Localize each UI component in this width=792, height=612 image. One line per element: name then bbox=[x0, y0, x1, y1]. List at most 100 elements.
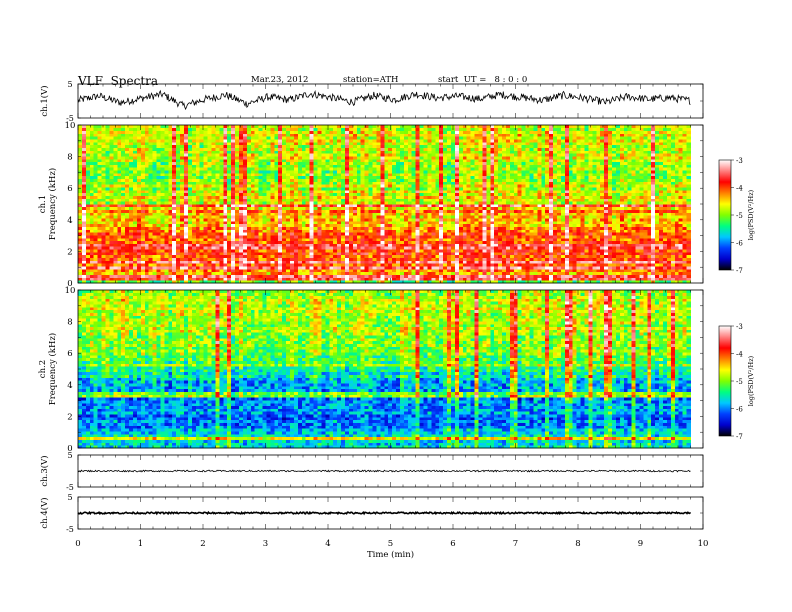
ch1-spectrogram-cell bbox=[655, 240, 660, 244]
ch1-spectrogram-cell bbox=[168, 274, 173, 278]
ch1-spectrogram-cell bbox=[254, 271, 260, 275]
ch1-spectrogram-cell bbox=[360, 257, 366, 261]
ch1-spectrogram-cell bbox=[203, 260, 208, 264]
ch1-spectrogram-cell bbox=[207, 274, 212, 278]
ch1-spectrogram-cell bbox=[266, 212, 271, 216]
ch1-spectrogram-cell bbox=[415, 254, 420, 259]
ch1-spectrogram-cell bbox=[337, 246, 342, 250]
ch1-spectrogram-cell bbox=[172, 209, 177, 213]
ch1-spectrogram-cell bbox=[136, 268, 142, 273]
ch1-spectrogram-cell bbox=[615, 240, 621, 244]
ch1-spectrogram-cell bbox=[568, 235, 574, 239]
ch1-spectrogram-cell bbox=[670, 266, 676, 270]
ch1-spectrogram-cell bbox=[678, 226, 684, 230]
ch1-spectrogram-cell bbox=[191, 235, 197, 239]
ch1-spectrogram-cell bbox=[564, 204, 570, 208]
ch1-spectrogram-cell bbox=[545, 212, 550, 216]
ch1-spectrogram-cell bbox=[364, 277, 369, 281]
ch1-spectrogram-cell bbox=[290, 204, 295, 208]
ch1-spectrogram-cell bbox=[235, 274, 240, 278]
ch1-spectrogram-cell bbox=[580, 215, 585, 219]
ch1-spectrogram-cell bbox=[576, 226, 581, 230]
ch1-spectrogram-cell bbox=[521, 229, 526, 233]
ch1-spectrogram-cell bbox=[85, 201, 91, 205]
ch1-spectrogram-cell bbox=[399, 274, 405, 278]
ch1-spectrogram-cell bbox=[219, 232, 224, 236]
ch1-spectrogram-cell bbox=[596, 257, 601, 261]
ch1-spectrogram-cell bbox=[631, 280, 636, 284]
ch1-spectrogram-cell bbox=[666, 229, 672, 233]
ch1-spectrogram-cell bbox=[258, 260, 263, 264]
ch1-spectrogram-cell bbox=[576, 249, 581, 253]
ch1-spectrogram-cell bbox=[136, 274, 142, 278]
ch1-spectrogram-cell bbox=[203, 254, 208, 259]
ch1-spectrogram-cell bbox=[631, 204, 636, 208]
ch1-spectrogram-cell bbox=[317, 277, 322, 281]
ch1-spectrogram-cell bbox=[478, 220, 483, 225]
ch1-spectrogram-cell bbox=[176, 254, 181, 259]
ch1-spectrogram-cell bbox=[376, 274, 381, 278]
ch1-spectrogram-cell bbox=[537, 280, 542, 284]
ch1-spectrogram-cell bbox=[470, 218, 475, 222]
ch1-spectrogram-cell bbox=[674, 215, 680, 219]
ch1-spectrogram-cell bbox=[309, 277, 314, 281]
ch1-spectrogram-cell bbox=[615, 201, 621, 205]
ch1-spectrogram-cell bbox=[631, 229, 636, 233]
ch1-spectrogram-cell bbox=[297, 198, 303, 202]
ch1-spectrogram-cell bbox=[631, 218, 636, 222]
ch1-spectrogram-cell bbox=[160, 198, 165, 202]
ch1-spectrogram-cell bbox=[180, 266, 185, 270]
ch1-spectrogram-cell bbox=[584, 266, 589, 270]
ch1-spectrogram-cell bbox=[521, 240, 526, 244]
ch1-spectrogram-cell bbox=[682, 271, 687, 275]
ch1-spectrogram-cell bbox=[125, 263, 130, 267]
ch1-spectrogram-cell bbox=[297, 243, 303, 247]
y-tick-label: -5 bbox=[66, 114, 74, 123]
ch1-spectrogram-cell bbox=[663, 235, 668, 239]
ch1-spectrogram-cell bbox=[549, 266, 554, 270]
ch1-spectrogram-cell bbox=[580, 226, 585, 230]
ch1-spectrogram-cell bbox=[568, 249, 574, 253]
ch1-spectrogram-cell bbox=[97, 206, 102, 211]
ch1-spectrogram-cell bbox=[537, 277, 542, 281]
ch1-spectrogram-cell bbox=[643, 257, 648, 261]
ch1-spectrogram-cell bbox=[93, 240, 99, 244]
ch1-spectrogram-cell bbox=[521, 251, 526, 256]
ch1-spectrogram-cell bbox=[290, 271, 295, 275]
ch1-spectrogram-cell bbox=[443, 198, 448, 202]
ch1-spectrogram-cell bbox=[568, 201, 574, 205]
ch1-spectrogram-cell bbox=[388, 249, 393, 253]
ch1-spectrogram-cell bbox=[156, 195, 161, 199]
ch1-spectrogram-cell bbox=[187, 274, 193, 278]
ch1-spectrogram-cell bbox=[329, 260, 334, 264]
ch1-spectrogram-cell bbox=[293, 229, 299, 233]
ch1-spectrogram-cell bbox=[235, 195, 240, 199]
ch1-spectrogram-cell bbox=[537, 251, 542, 256]
ch1-spectrogram-cell bbox=[596, 209, 601, 213]
ch1-spectrogram-cell bbox=[521, 274, 526, 278]
ch1-spectrogram-cell bbox=[423, 229, 428, 233]
ch1-spectrogram-cell bbox=[553, 223, 558, 227]
ch1-spectrogram-cell bbox=[403, 212, 409, 216]
ch1-spectrogram-cell bbox=[651, 268, 656, 273]
ch1-spectrogram-cell bbox=[458, 229, 464, 233]
ch1-spectrogram-cell bbox=[659, 209, 664, 213]
ch1-spectrogram-cell bbox=[388, 220, 393, 225]
ch1-spectrogram-cell bbox=[372, 254, 377, 259]
ch1-spectrogram-cell bbox=[164, 215, 169, 219]
ch1-spectrogram-cell bbox=[557, 235, 562, 239]
ch1-spectrogram-cell bbox=[360, 260, 366, 264]
ch1-spectrogram-cell bbox=[682, 280, 687, 284]
ch1-spectrogram-cell bbox=[639, 229, 644, 233]
ch1-spectrogram-cell bbox=[494, 209, 499, 213]
ch1-spectrogram-cell bbox=[490, 251, 495, 256]
ch1-spectrogram-cell bbox=[639, 226, 644, 230]
ch1-spectrogram-cell bbox=[659, 257, 664, 261]
ch1-spectrogram-cell bbox=[85, 235, 91, 239]
ch1-spectrogram-cell bbox=[435, 218, 440, 222]
ch1-spectrogram-cell bbox=[246, 277, 252, 281]
ch1-spectrogram-cell bbox=[309, 218, 314, 222]
ch1-spectrogram-cell bbox=[627, 212, 633, 216]
ch1-spectrogram-cell bbox=[478, 240, 483, 244]
ch1-spectrogram-cell bbox=[568, 277, 574, 281]
